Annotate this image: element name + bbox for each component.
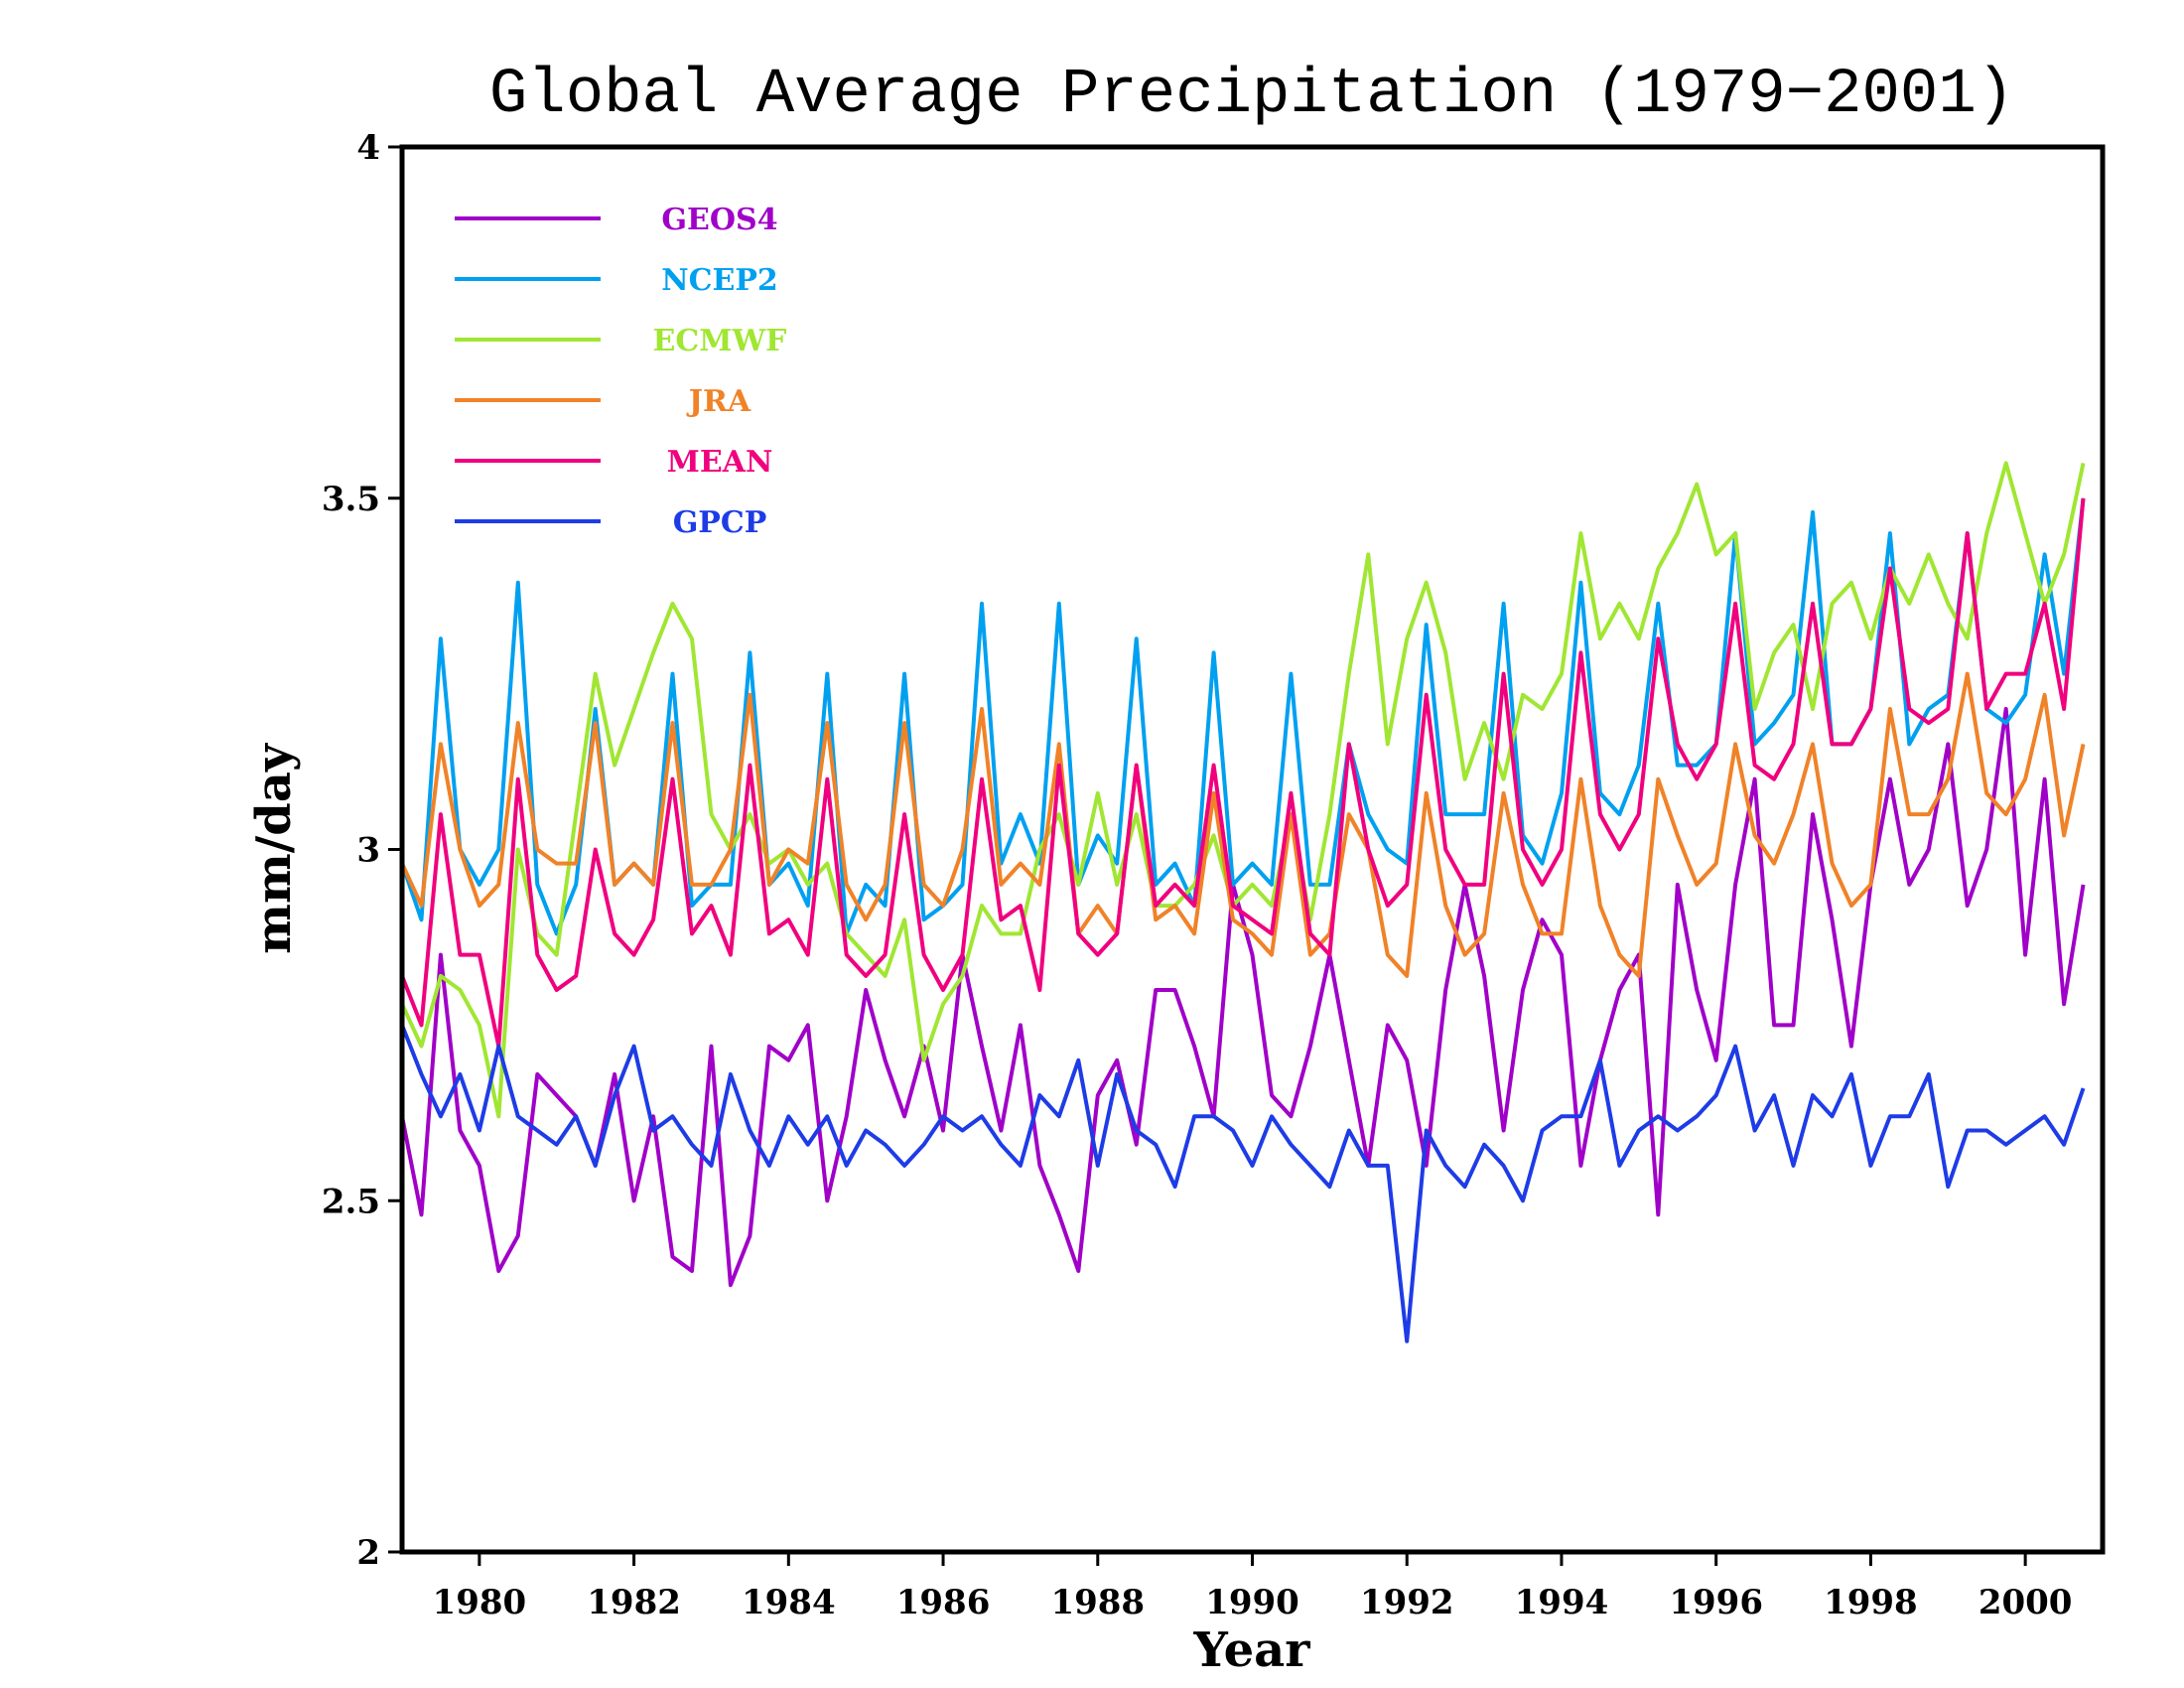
legend-label-jra: JRA bbox=[686, 384, 751, 419]
series-line-gpcp bbox=[400, 1024, 2086, 1343]
x-tick-label: 1982 bbox=[587, 1583, 681, 1622]
chart-title: Global Average Precipitation (1979−2001) bbox=[489, 60, 2014, 131]
y-tick-label: 3.5 bbox=[322, 480, 380, 519]
legend-label-mean: MEAN bbox=[667, 445, 773, 480]
series-line-mean bbox=[400, 497, 2086, 1049]
x-tick-label: 1988 bbox=[1050, 1583, 1145, 1622]
x-axis-label: Year bbox=[1192, 1622, 1310, 1678]
x-tick-label: 1998 bbox=[1824, 1583, 1918, 1622]
y-tick-label: 3 bbox=[356, 831, 380, 871]
x-tick-label: 1984 bbox=[742, 1583, 836, 1622]
legend-label-geos4: GEOS4 bbox=[661, 203, 777, 237]
y-axis: 2 2.5 3 3.5 4 bbox=[322, 128, 402, 1573]
legend-label-ncep2: NCEP2 bbox=[661, 263, 778, 298]
series-line-ecmwf bbox=[400, 461, 2086, 1119]
x-tick-label: 1980 bbox=[433, 1583, 527, 1622]
legend-label-gpcp: GPCP bbox=[673, 505, 767, 540]
x-tick-label: 1986 bbox=[896, 1583, 991, 1622]
x-tick-label: 1994 bbox=[1515, 1583, 1609, 1622]
x-tick-label: 1990 bbox=[1205, 1583, 1299, 1622]
y-tick-label: 2.5 bbox=[322, 1182, 380, 1221]
series-line-geos4 bbox=[400, 707, 2086, 1288]
legend-label-ecmwf: ECMWF bbox=[653, 324, 787, 358]
x-tick-label: 1996 bbox=[1669, 1583, 1763, 1622]
y-axis-label: mm/day bbox=[246, 742, 302, 954]
legend: GEOS4 NCEP2 ECMWF JRA MEAN GPCP bbox=[455, 203, 786, 540]
x-tick-label: 2000 bbox=[1979, 1583, 2073, 1622]
y-tick-label: 2 bbox=[356, 1533, 380, 1573]
x-tick-label: 1992 bbox=[1360, 1583, 1454, 1622]
series-line-jra bbox=[400, 671, 2086, 978]
series-layer bbox=[400, 461, 2086, 1343]
x-axis: 1980 1982 1984 1986 1988 1990 1992 1994 1996 1998… bbox=[433, 1552, 2073, 1622]
y-tick-label: 4 bbox=[356, 128, 380, 168]
